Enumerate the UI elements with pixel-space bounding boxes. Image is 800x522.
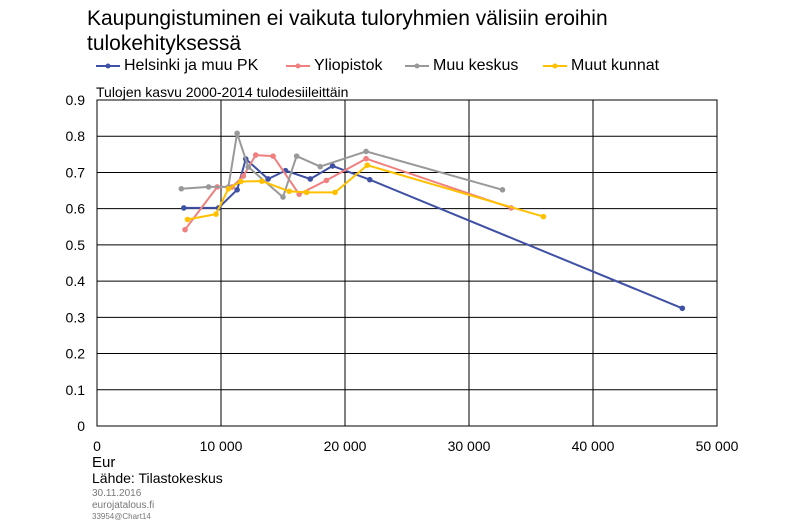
y-tick-label: 0.3 xyxy=(66,309,86,325)
legend-marker-muu-keskus xyxy=(405,63,429,69)
source-note: Lähde: Tilastokeskus xyxy=(92,470,223,486)
data-point-1 xyxy=(270,153,276,159)
data-point-3 xyxy=(364,162,371,168)
legend-marker-yliopistok xyxy=(286,63,310,69)
data-point-1 xyxy=(182,226,188,233)
legend-label-yliopistok: Yliopistok xyxy=(314,57,383,74)
x-tick-label: 10 000 xyxy=(200,438,243,454)
data-point-2 xyxy=(293,153,300,159)
x-tick-label: 50 000 xyxy=(696,438,739,454)
y-tick-label: 0.7 xyxy=(66,164,86,180)
y-tick-label: 0.1 xyxy=(66,382,86,398)
data-point-3 xyxy=(238,178,244,185)
series-line-0 xyxy=(183,158,683,310)
data-point-2 xyxy=(178,185,185,192)
data-point-3 xyxy=(259,178,265,184)
data-point-2 xyxy=(245,164,252,170)
y-tick-label: 0.5 xyxy=(66,237,86,253)
x-tick-label: 20 000 xyxy=(324,438,367,454)
legend-item-muu-keskus: Muu keskus xyxy=(405,57,518,75)
legend-label-muut-kunnat: Muut kunnat xyxy=(571,57,660,74)
y-tick-label: 0.6 xyxy=(66,201,86,217)
x-tick-label: 40 000 xyxy=(572,438,615,454)
x-axis-label: Eur xyxy=(92,454,116,471)
y-tick-label: 0.9 xyxy=(66,92,86,108)
x-tick-label: 0 xyxy=(93,438,101,454)
legend-item-yliopistok: Yliopistok xyxy=(286,57,382,75)
site-note: eurojatalous.fi xyxy=(92,500,155,511)
y-tick-label: 0 xyxy=(77,418,85,434)
series-line-3 xyxy=(187,164,544,221)
data-point-2 xyxy=(234,130,240,137)
y-tick-label: 0.2 xyxy=(66,346,86,362)
data-point-2 xyxy=(317,163,324,170)
data-point-1 xyxy=(240,173,247,179)
legend-marker-muut-kunnat xyxy=(543,63,567,69)
data-point-2 xyxy=(363,148,369,155)
data-point-0 xyxy=(307,176,314,182)
x-tick-label: 30 000 xyxy=(448,438,491,454)
data-point-3 xyxy=(540,213,547,220)
y-tick-label: 0.4 xyxy=(66,273,86,289)
data-point-0 xyxy=(265,176,271,182)
legend-item-helsinki: Helsinki ja muu PK xyxy=(96,57,258,75)
data-point-0 xyxy=(329,163,336,169)
data-point-3 xyxy=(184,216,191,223)
data-point-2 xyxy=(205,184,212,190)
data-point-3 xyxy=(225,185,232,192)
data-point-0 xyxy=(367,176,373,183)
chart-title: Kaupungistuminen ei vaikuta tuloryhmien … xyxy=(87,7,608,55)
data-point-2 xyxy=(499,187,506,193)
data-point-0 xyxy=(679,305,686,312)
data-point-3 xyxy=(332,189,338,196)
legend-marker-helsinki xyxy=(96,63,120,69)
data-point-3 xyxy=(286,188,293,195)
data-point-3 xyxy=(213,211,219,217)
y-tick-label: 0.8 xyxy=(66,128,86,144)
data-point-0 xyxy=(181,205,187,211)
data-point-3 xyxy=(303,189,310,196)
legend-label-helsinki: Helsinki ja muu PK xyxy=(124,57,259,74)
data-point-0 xyxy=(234,187,240,193)
chart-subtitle: Tulojen kasvu 2000-2014 tulodesiileittäi… xyxy=(96,84,349,100)
legend-item-muut-kunnat: Muut kunnat xyxy=(543,57,659,75)
legend-label-muu-keskus: Muu keskus xyxy=(433,57,519,74)
date-note: 30.11.2016 xyxy=(92,488,142,499)
data-point-1 xyxy=(252,152,259,158)
data-point-1 xyxy=(323,177,330,184)
data-point-1 xyxy=(363,155,369,162)
chart-code: 33954@Chart14 xyxy=(92,512,151,521)
data-point-2 xyxy=(280,194,286,200)
plot-border xyxy=(96,99,718,427)
